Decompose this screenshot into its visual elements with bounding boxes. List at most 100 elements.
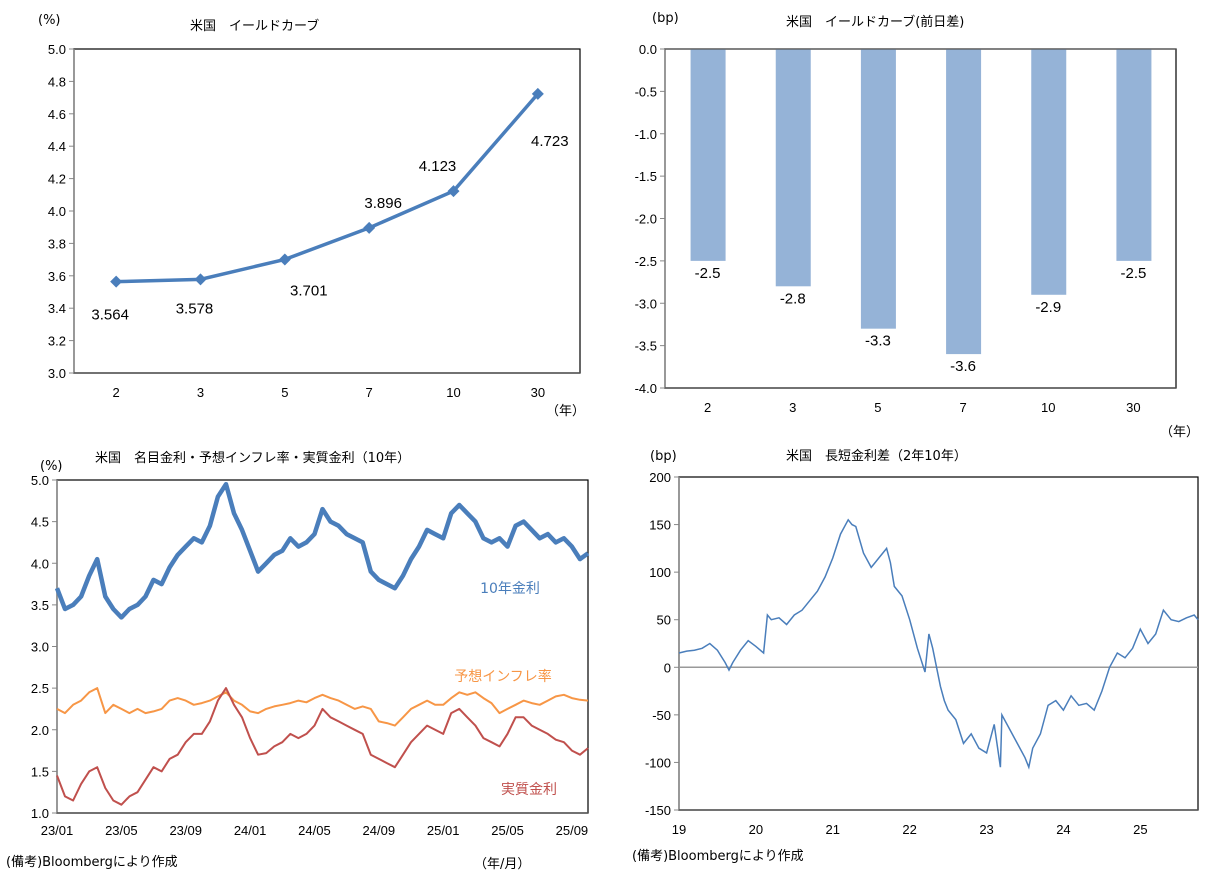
y-tick-label: 5.0 [31,473,49,488]
data-label: 4.123 [419,158,457,175]
chart-title: 米国 イールドカーブ(前日差) [786,14,964,30]
y-tick-label: 100 [649,565,671,580]
data-label: -3.6 [950,358,976,375]
x-tick-label: 23 [979,822,993,837]
data-point-marker [531,87,544,100]
x-tick-label: 23/05 [105,823,138,838]
y-tick-label: 4.0 [31,556,49,571]
y-tick-label: -100 [645,755,671,770]
data-point-marker [278,253,291,266]
bar [690,49,726,261]
x-tick-label: 2 [113,385,120,400]
x-tick-label: 10 [446,385,460,400]
y-axis-unit: (%) [40,459,63,474]
y-tick-label: -2.0 [635,212,657,227]
x-tick-label: 30 [1126,400,1140,415]
bar [1116,49,1152,261]
data-point-marker [110,275,123,288]
series-label-nominal: 10年金利 [480,581,540,597]
y-tick-label: -1.0 [635,127,657,142]
x-tick-label: 23/09 [169,823,202,838]
x-tick-label: 19 [672,822,686,837]
x-tick-label: 5 [874,400,881,415]
x-axis-unit: （年） [546,404,585,419]
x-tick-label: 20 [749,822,763,837]
y-tick-label: 3.0 [48,366,66,381]
yield-spread-chart: (bp) 米国 長短金利差（2年10年） 200 150 100 50 0 -50 -100… [645,448,1199,837]
nominal-inflation-real-rate-chart: (%) 米国 名目金利・予想インフレ率・実質金利（10年） 5.0 4.5 4.0 3… [31,450,590,838]
x-tick-label: 24 [1056,822,1070,837]
data-label: 3.896 [364,195,402,212]
y-tick-label: -0.5 [635,84,657,99]
y-axis-unit: (bp) [650,449,677,464]
series-line-0 [54,481,590,620]
y-tick-label: 4.6 [48,107,66,122]
data-label: 3.701 [290,282,328,299]
x-axis-unit: （年） [1160,425,1199,440]
x-tick-label: 22 [902,822,916,837]
y-tick-label: 4.5 [31,515,49,530]
data-label: -3.3 [865,333,891,350]
y-tick-label: 0.0 [639,42,657,57]
x-tick-label: 24/09 [363,823,396,838]
x-tick-label: 7 [366,385,373,400]
data-label: -2.9 [1035,299,1061,316]
yield-curve-change-chart: (bp) 米国 イールドカーブ(前日差) （年） 0.0 -0.5 -1.0 -1.5… [635,11,1199,440]
y-tick-label: -2.5 [635,254,657,269]
series-line-2 [56,687,589,806]
y-tick-label: 3.5 [31,598,49,613]
y-axis-unit: (bp) [652,11,679,26]
data-label: -2.5 [1120,265,1146,282]
x-tick-label: 24/01 [234,823,267,838]
chart-title: 米国 名目金利・予想インフレ率・実質金利（10年） [95,450,410,466]
data-point-marker [363,221,376,234]
y-tick-label: 2.5 [31,681,49,696]
x-tick-label: 3 [197,385,204,400]
y-tick-label: -50 [652,708,671,723]
series-line [116,92,540,284]
series-label-inflation: 予想インフレ率 [454,668,552,685]
x-tick-label: 25/05 [491,823,524,838]
x-tick-label: 23/01 [41,823,74,838]
chart-title: 米国 イールドカーブ [190,18,319,34]
y-tick-label: 3.0 [31,640,49,655]
series-label-real: 実質金利 [501,782,557,798]
x-tick-label: 10 [1041,400,1055,415]
y-axis-unit: (%) [38,13,61,28]
y-tick-label: 4.2 [48,172,66,187]
series-line-1 [56,687,589,727]
data-label: 3.578 [176,300,214,317]
x-tick-label: 5 [281,385,288,400]
y-tick-label: -4.0 [635,381,657,396]
y-tick-label: 4.0 [48,204,66,219]
y-tick-label: 150 [649,518,671,533]
bar [1031,49,1067,295]
y-tick-label: 1.0 [31,806,49,821]
data-point-marker [447,185,460,198]
chart-title: 米国 長短金利差（2年10年） [786,448,967,464]
x-tick-label: 25 [1133,822,1147,837]
data-point-marker [194,273,207,286]
bar [946,49,982,355]
data-label: 4.723 [531,133,569,150]
x-axis-unit-c3: （年/月） [474,857,531,872]
plot-area [678,476,1199,811]
plot-area [664,48,1177,389]
y-tick-label: 3.4 [48,301,66,316]
bar [860,49,896,329]
y-tick-label: -1.5 [635,169,657,184]
x-tick-label: 24/05 [298,823,331,838]
y-tick-label: 3.8 [48,236,66,251]
y-tick-label: 4.8 [48,74,66,89]
bar [775,49,811,287]
y-tick-label: 0 [664,660,671,675]
x-tick-label: 25/09 [556,823,589,838]
x-tick-label: 21 [826,822,840,837]
y-tick-label: 1.5 [31,764,49,779]
series-line [678,518,1199,770]
y-tick-label: -150 [645,803,671,818]
y-tick-label: 4.4 [48,139,66,154]
source-note-left: (備考)Bloombergにより作成 [6,855,178,870]
yield-curve-chart: (%) 米国 イールドカーブ （年） 5.0 4.8 4.6 4.4 4.2 4.0 3.8… [38,13,585,419]
data-label: -2.8 [780,290,806,307]
